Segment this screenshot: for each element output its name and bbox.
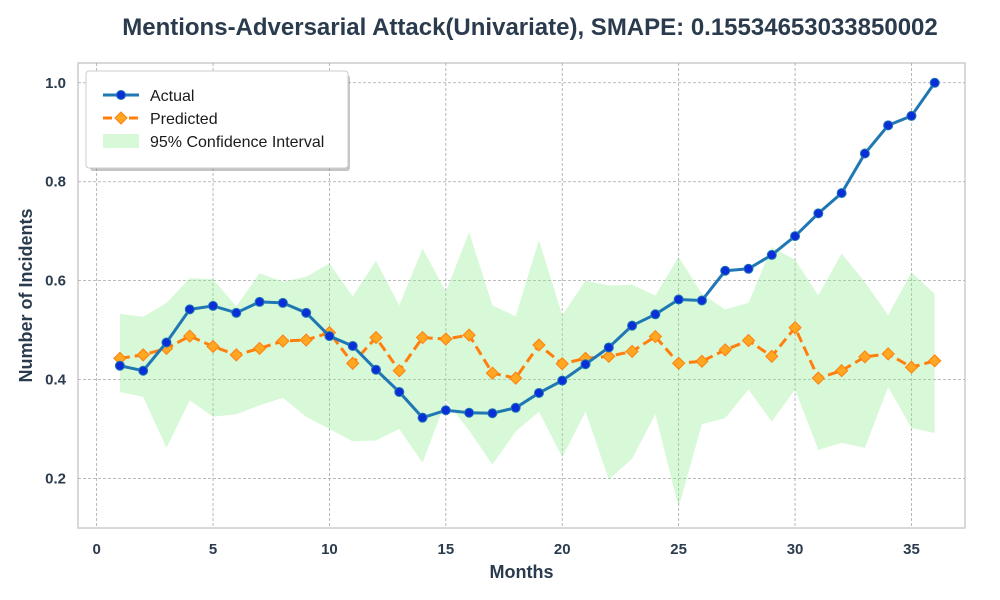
confidence-band bbox=[119, 232, 935, 508]
tick-labels: 0 5 10 15 20 25 30 35 0.2 0.4 0.6 0.8 1.0 bbox=[45, 75, 920, 558]
actual-point bbox=[790, 231, 801, 242]
predicted-point bbox=[485, 366, 500, 380]
predicted-point bbox=[462, 328, 476, 342]
actual-point bbox=[487, 408, 498, 419]
predicted-point bbox=[439, 332, 453, 346]
predicted-point bbox=[648, 329, 663, 344]
predicted-point bbox=[183, 329, 197, 343]
predicted-point bbox=[695, 354, 709, 369]
x-tick-label: 0 bbox=[92, 541, 100, 558]
predicted-point bbox=[252, 341, 267, 356]
actual-point bbox=[603, 342, 614, 353]
actual-point bbox=[673, 294, 684, 305]
predicted-point bbox=[904, 360, 919, 374]
predicted-point bbox=[881, 347, 895, 361]
actual-point bbox=[301, 307, 312, 318]
x-tick-label: 35 bbox=[903, 541, 920, 558]
predicted-point bbox=[741, 333, 756, 348]
actual-point bbox=[324, 331, 335, 342]
legend-actual-marker bbox=[116, 90, 126, 100]
predicted-point bbox=[532, 338, 546, 352]
actual-point bbox=[883, 120, 894, 131]
predicted-point bbox=[788, 320, 802, 335]
actual-point bbox=[184, 304, 195, 315]
series-layer bbox=[113, 77, 942, 423]
predicted-point bbox=[392, 363, 406, 378]
predicted-point bbox=[555, 357, 569, 371]
predicted-point bbox=[718, 343, 732, 357]
actual-point bbox=[627, 320, 638, 331]
legend-predicted-label: Predicted bbox=[150, 111, 218, 128]
legend-actual-label: Actual bbox=[150, 88, 194, 105]
x-tick-label: 15 bbox=[437, 541, 454, 558]
actual-point bbox=[231, 307, 242, 318]
predicted-point bbox=[602, 349, 616, 364]
x-tick-label: 25 bbox=[670, 541, 687, 558]
actual-point bbox=[254, 296, 265, 307]
actual-point bbox=[813, 208, 824, 219]
predicted-point bbox=[858, 350, 872, 364]
actual-point bbox=[650, 309, 661, 320]
actual-point bbox=[370, 364, 381, 375]
actual-point bbox=[906, 110, 917, 121]
predicted-point bbox=[671, 356, 686, 370]
x-tick-label: 10 bbox=[321, 541, 338, 558]
predicted-point bbox=[928, 354, 942, 368]
actual-point bbox=[720, 265, 731, 276]
y-tick-label: 0.8 bbox=[45, 174, 66, 191]
actual-point bbox=[766, 249, 777, 260]
legend-ci-label: 95% Confidence Interval bbox=[150, 134, 324, 151]
actual-point bbox=[417, 412, 428, 423]
predicted-point bbox=[508, 371, 523, 385]
chart-title: Mentions-Adversarial Attack(Univariate),… bbox=[122, 14, 938, 41]
confidence-band-layer bbox=[119, 232, 935, 508]
x-tick-label: 20 bbox=[554, 541, 571, 558]
predicted-point bbox=[765, 349, 779, 364]
actual-point bbox=[859, 148, 870, 159]
predicted-point bbox=[346, 356, 360, 370]
actual-point bbox=[138, 365, 149, 376]
x-tick-label: 30 bbox=[787, 541, 804, 558]
actual-point bbox=[347, 340, 358, 351]
actual-point bbox=[464, 407, 475, 418]
legend-predicted-marker bbox=[114, 111, 128, 125]
actual-point bbox=[440, 405, 451, 416]
predicted-point bbox=[229, 348, 244, 362]
actual-point bbox=[208, 300, 219, 311]
predicted-point bbox=[811, 371, 826, 385]
legend-ci-swatch bbox=[103, 134, 139, 148]
actual-point bbox=[394, 386, 405, 397]
predicted-point bbox=[136, 348, 150, 362]
actual-point bbox=[580, 359, 591, 370]
actual-point bbox=[696, 295, 707, 306]
x-tick-label: 5 bbox=[209, 541, 217, 558]
predicted-point bbox=[625, 344, 639, 359]
predicted-point bbox=[276, 334, 290, 348]
actual-point bbox=[510, 402, 521, 413]
predicted-point bbox=[206, 339, 220, 354]
predicted-point bbox=[415, 330, 430, 345]
predicted-point bbox=[299, 333, 313, 347]
actual-point bbox=[114, 360, 125, 371]
x-axis-label: Months bbox=[490, 562, 554, 582]
y-axis-label: Number of Incidents bbox=[16, 208, 36, 382]
predicted-point bbox=[369, 330, 383, 345]
actual-point bbox=[929, 77, 940, 88]
actual-point bbox=[533, 387, 544, 398]
actual-point bbox=[743, 263, 754, 274]
y-tick-label: 0.4 bbox=[45, 372, 67, 389]
y-tick-label: 0.2 bbox=[45, 471, 66, 488]
legend: Actual Predicted 95% Confidence Interval bbox=[85, 70, 350, 171]
y-tick-label: 1.0 bbox=[45, 75, 66, 92]
actual-point bbox=[557, 375, 568, 386]
actual-point bbox=[836, 188, 847, 199]
actual-point bbox=[277, 297, 288, 308]
actual-point bbox=[161, 337, 172, 348]
y-tick-label: 0.6 bbox=[45, 273, 66, 290]
predicted-point bbox=[834, 363, 849, 378]
